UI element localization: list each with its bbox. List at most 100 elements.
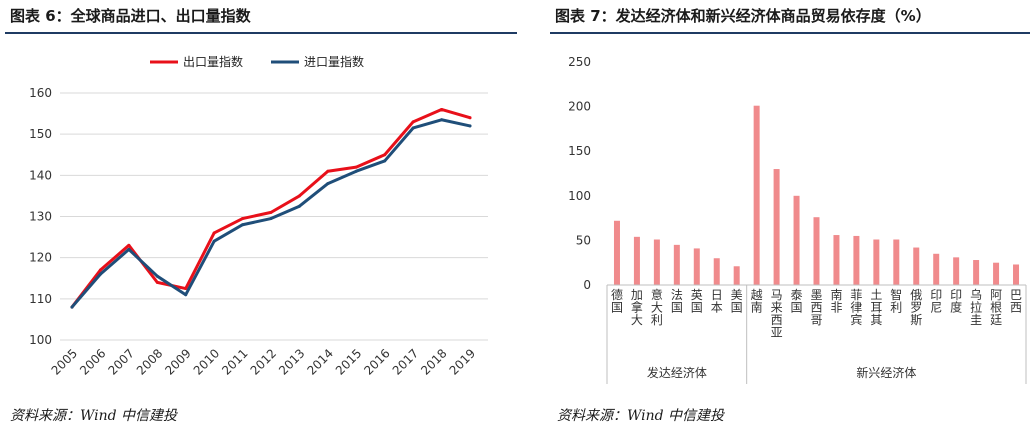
category-label: 巴西 xyxy=(1010,288,1022,315)
bar xyxy=(733,266,740,285)
x-tick-label: 2005 xyxy=(49,346,80,377)
x-tick-label: 2013 xyxy=(276,346,307,377)
series-line-export xyxy=(70,107,472,309)
y-tick-label: 160 xyxy=(29,86,52,100)
y-tick-label: 0 xyxy=(583,278,591,292)
bar xyxy=(1013,264,1020,285)
category-label: 阿根廷 xyxy=(990,288,1002,327)
category-label: 土耳其 xyxy=(870,288,882,327)
category-label: 英国 xyxy=(691,288,703,315)
x-tick-label: 2009 xyxy=(162,346,193,377)
data-point xyxy=(212,239,216,243)
category-label: 加拿大 xyxy=(631,288,643,327)
right-panel: 图表 7：发达经济体和新兴经济体商品贸易依存度（%） 0 50 100 150 200 2… xyxy=(550,7,1030,424)
bar xyxy=(673,244,680,285)
data-point xyxy=(297,204,301,208)
category-label: 墨西哥 xyxy=(810,288,822,327)
data-point xyxy=(354,165,358,169)
data-point xyxy=(98,272,102,276)
y-tick-label: 150 xyxy=(29,127,52,141)
y-tick-label: 120 xyxy=(29,251,52,265)
data-point xyxy=(326,182,330,186)
data-point xyxy=(241,223,245,227)
x-tick-label: 2019 xyxy=(447,346,478,377)
x-tick-label: 2010 xyxy=(191,346,222,377)
x-tick-label: 2011 xyxy=(219,346,250,377)
data-point xyxy=(212,231,216,235)
data-point xyxy=(127,243,131,247)
line-chart-gridlines xyxy=(60,92,488,341)
bar xyxy=(633,236,640,285)
data-point xyxy=(98,268,102,272)
category-label: 泰国 xyxy=(791,288,803,315)
group-label: 发达经济体 xyxy=(647,365,707,380)
bar xyxy=(613,220,620,285)
data-point xyxy=(440,118,444,122)
left-panel-title: 图表 6：全球商品进口、出口量指数 xyxy=(10,7,252,25)
y-tick-label: 150 xyxy=(568,144,591,158)
bar xyxy=(653,239,660,285)
bar-chart-category-labels: 德国加拿大意大利法国英国日本美国越南马来西亚泰国墨西哥南非菲律宾土耳其智利俄罗斯… xyxy=(611,287,1022,340)
category-label: 智利 xyxy=(890,287,902,315)
bar-chart: 0 50 100 150 200 250 德国加拿大意大利法国英国日本美国越南马来西亚泰国… xyxy=(568,55,1027,384)
data-point xyxy=(468,116,472,120)
legend-label-export: 出口量指数 xyxy=(183,54,243,69)
bar xyxy=(793,195,800,285)
legend-label-import: 进口量指数 xyxy=(304,54,364,69)
category-label: 南非 xyxy=(830,287,842,315)
x-tick-label: 2008 xyxy=(134,346,165,377)
bar xyxy=(873,239,880,285)
data-point xyxy=(354,169,358,173)
data-point xyxy=(297,194,301,198)
bar-chart-group-labels: 发达经济体 新兴经济体 xyxy=(606,285,1027,384)
bar-chart-y-tick-labels: 0 50 100 150 200 250 xyxy=(568,55,591,292)
data-point xyxy=(184,293,188,297)
group-label: 新兴经济体 xyxy=(856,365,916,380)
bar xyxy=(953,257,960,285)
y-tick-label: 100 xyxy=(568,189,591,203)
category-label: 越南 xyxy=(751,288,763,315)
bar xyxy=(893,239,900,285)
data-point xyxy=(155,274,159,278)
data-point xyxy=(241,217,245,221)
left-panel: 图表 6：全球商品进口、出口量指数 出口量指数 进口量指数 1001101201… xyxy=(5,7,517,424)
category-label: 法国 xyxy=(671,288,683,315)
category-label: 德国 xyxy=(611,287,623,315)
x-tick-label: 2014 xyxy=(304,346,335,377)
category-label: 美国 xyxy=(731,288,743,315)
bar xyxy=(773,169,780,285)
x-tick-label: 2017 xyxy=(390,346,421,377)
data-point xyxy=(269,210,273,214)
left-panel-source: 资料来源：Wind 中信建投 xyxy=(10,408,179,424)
data-point xyxy=(383,159,387,163)
data-point xyxy=(383,153,387,157)
category-label: 意大利 xyxy=(651,287,663,327)
x-tick-label: 2015 xyxy=(333,346,364,377)
bar xyxy=(813,217,820,285)
y-tick-label: 200 xyxy=(568,100,591,114)
data-point xyxy=(155,280,159,284)
bar-chart-bars xyxy=(613,105,1020,285)
category-label: 俄罗斯 xyxy=(910,288,922,327)
bar xyxy=(833,235,840,285)
x-tick-label: 2018 xyxy=(418,346,449,377)
data-point xyxy=(70,305,74,309)
x-tick-label: 2007 xyxy=(105,346,136,377)
bar xyxy=(853,235,860,285)
bar xyxy=(693,248,700,285)
x-tick-label: 2016 xyxy=(361,346,392,377)
data-point xyxy=(411,120,415,124)
data-point xyxy=(468,124,472,128)
data-point xyxy=(184,287,188,291)
data-point xyxy=(440,107,444,111)
bar xyxy=(973,260,980,285)
y-tick-label: 250 xyxy=(568,55,591,69)
y-tick-label: 110 xyxy=(29,292,52,306)
line-chart-x-tick-labels: 2005200620072008200920102011201220132014… xyxy=(49,346,478,377)
category-label: 菲律宾 xyxy=(850,288,862,327)
right-panel-title: 图表 7：发达经济体和新兴经济体商品贸易依存度（%） xyxy=(555,7,931,25)
bar xyxy=(913,247,920,285)
line-chart-series xyxy=(70,107,472,309)
data-point xyxy=(269,217,273,221)
